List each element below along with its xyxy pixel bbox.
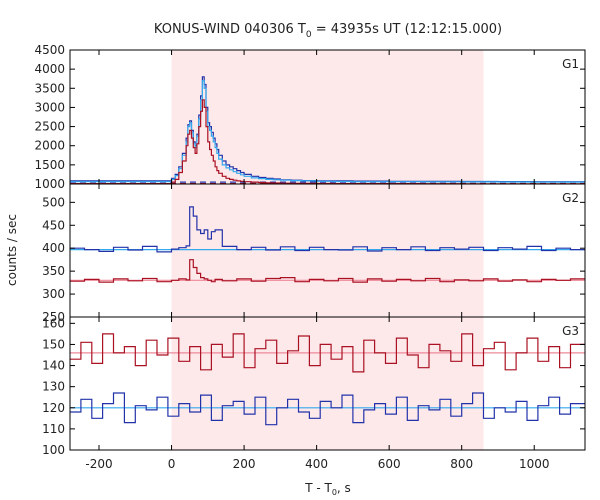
y-tick-label: 130 bbox=[42, 380, 65, 394]
y-tick-label: 150 bbox=[42, 337, 65, 351]
highlight-interval bbox=[171, 317, 484, 450]
x-tick-label: 400 bbox=[305, 457, 328, 471]
y-tick-label: 500 bbox=[42, 195, 65, 209]
y-tick-label: 100 bbox=[42, 443, 65, 457]
y-tick-label: 4500 bbox=[34, 43, 65, 57]
y-tick-label: 2000 bbox=[34, 139, 65, 153]
y-tick-label: 1500 bbox=[34, 158, 65, 172]
series-line: G2 light curve (dark red) bbox=[70, 259, 585, 283]
y-tick-label: 2500 bbox=[34, 120, 65, 134]
y-tick-label: 160 bbox=[42, 316, 65, 330]
panel-g2: G2 fit (light blue)G2 fit (pink)G2 light… bbox=[42, 183, 586, 324]
x-tick-label: 200 bbox=[233, 457, 256, 471]
x-tick-labels: -200 0 200 400 600 800 1000 bbox=[85, 457, 549, 471]
series-line: G2 light curve (dark blue) bbox=[70, 206, 585, 253]
series-line: G1 light curve (dark red) bbox=[70, 99, 585, 184]
y-tick-label: 3000 bbox=[34, 100, 65, 114]
panel-label: G3 bbox=[562, 324, 579, 338]
panel-g3: G3 fit (pink)G3 fit (light blue)G3 light… bbox=[42, 316, 586, 457]
panel-frame bbox=[69, 316, 586, 451]
series-line: G3 light curve (dark red) bbox=[70, 333, 585, 373]
y-tick-label: 110 bbox=[42, 422, 65, 436]
panel-label: G1 bbox=[562, 57, 579, 71]
series-line: G3 light curve (dark blue) bbox=[70, 392, 585, 426]
panel-label: G2 bbox=[562, 191, 579, 205]
y-tick-label: 120 bbox=[42, 401, 65, 415]
x-tick-label: 800 bbox=[450, 457, 473, 471]
y-tick-label: 250 bbox=[42, 310, 65, 324]
highlight-interval bbox=[171, 50, 484, 184]
y-tick-label: 3500 bbox=[34, 81, 65, 95]
y-tick-label: 450 bbox=[42, 218, 65, 232]
x-axis-label: T - T0, s bbox=[304, 481, 351, 497]
x-tick-label: 600 bbox=[378, 457, 401, 471]
y-tick-label: 1000 bbox=[34, 177, 65, 191]
x-tick-label: 0 bbox=[168, 457, 176, 471]
y-tick-label: 140 bbox=[42, 359, 65, 373]
y-tick-label: 300 bbox=[42, 287, 65, 301]
x-tick-label: -200 bbox=[85, 457, 112, 471]
y-axis-label: counts / sec bbox=[5, 214, 19, 286]
chart-title: KONUS-WIND 040306 T0 = 43935s UT (12:12:… bbox=[154, 22, 502, 40]
y-tick-label: 4000 bbox=[34, 62, 65, 76]
y-tick-label: 350 bbox=[42, 264, 65, 278]
x-tick-label: 1000 bbox=[519, 457, 550, 471]
y-tick-label: 400 bbox=[42, 241, 65, 255]
panel-g1: G1 background (dark blue, dashed)G1 back… bbox=[34, 43, 586, 191]
